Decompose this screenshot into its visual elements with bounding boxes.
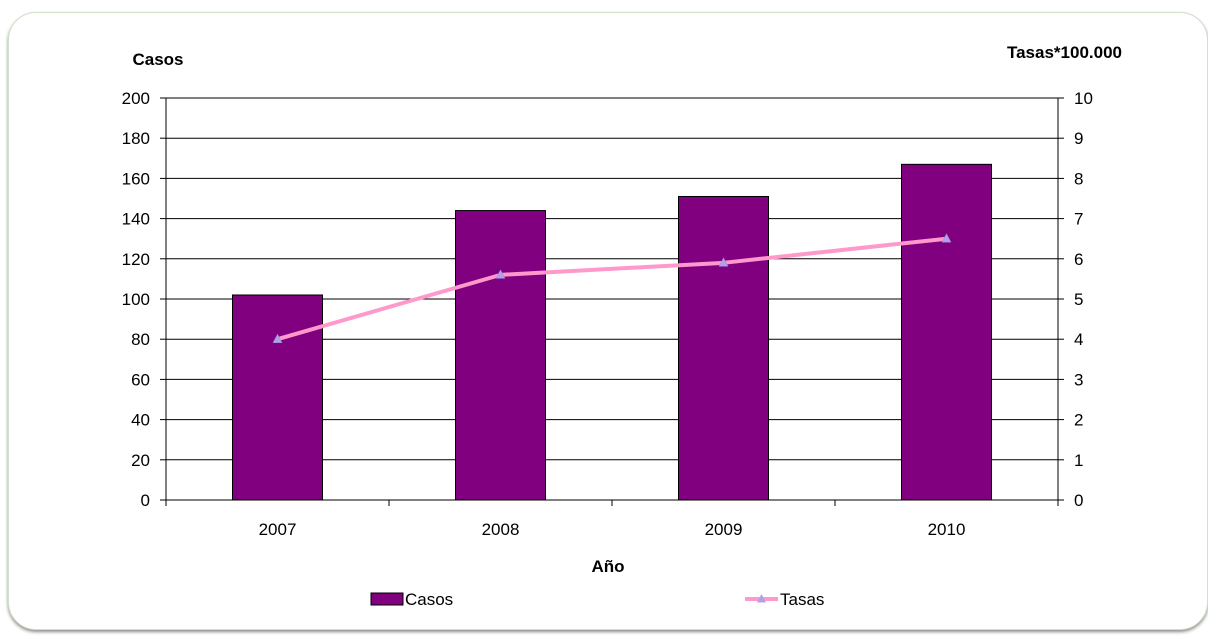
y-tick-label: 160 xyxy=(122,169,150,188)
y-tick-label: 20 xyxy=(131,451,150,470)
y-tick-label: 120 xyxy=(122,250,150,269)
x-tick-label: 2008 xyxy=(482,520,520,539)
y-tick-label: 80 xyxy=(131,330,150,349)
y2-tick-label: 1 xyxy=(1074,451,1083,470)
y2-tick-label: 0 xyxy=(1074,491,1083,510)
y-tick-label: 60 xyxy=(131,370,150,389)
legend-label-tasas: Tasas xyxy=(780,590,824,609)
y2-axis-title: Tasas*100.000 xyxy=(1007,43,1122,62)
y-tick-label: 140 xyxy=(122,210,150,229)
bar-casos xyxy=(901,163,992,501)
x-tick-label: 2007 xyxy=(259,520,297,539)
x-axis-title: Año xyxy=(591,557,624,576)
y-tick-label: 0 xyxy=(141,491,150,510)
y-tick-label: 200 xyxy=(122,89,150,108)
y2-tick-label: 8 xyxy=(1074,169,1083,188)
point-tasas xyxy=(272,333,283,343)
point-tasas xyxy=(941,233,952,243)
point-tasas xyxy=(495,269,506,279)
y-tick-label: 100 xyxy=(122,290,150,309)
y-tick-label: 40 xyxy=(131,411,150,430)
y2-tick-label: 7 xyxy=(1074,210,1083,229)
y2-tick-label: 2 xyxy=(1074,411,1083,430)
x-tick-label: 2009 xyxy=(705,520,743,539)
x-tick-label: 2010 xyxy=(928,520,966,539)
y2-tick-label: 10 xyxy=(1074,89,1093,108)
y2-tick-label: 5 xyxy=(1074,290,1083,309)
point-tasas xyxy=(718,257,729,267)
y2-tick-label: 4 xyxy=(1074,330,1083,349)
y2-tick-label: 9 xyxy=(1074,129,1083,148)
legend-marker-tasas xyxy=(757,594,766,603)
y2-tick-label: 3 xyxy=(1074,370,1083,389)
legend-swatch-casos xyxy=(370,592,404,606)
legend-label-casos: Casos xyxy=(405,590,453,609)
y-tick-label: 180 xyxy=(122,129,150,148)
bar-casos xyxy=(678,195,769,501)
bar-casos xyxy=(455,210,546,501)
y-axis-title: Casos xyxy=(132,50,183,69)
chart-frame xyxy=(8,12,1208,630)
line-tasas xyxy=(275,236,949,342)
y2-tick-label: 6 xyxy=(1074,250,1083,269)
bar-casos xyxy=(232,294,323,501)
